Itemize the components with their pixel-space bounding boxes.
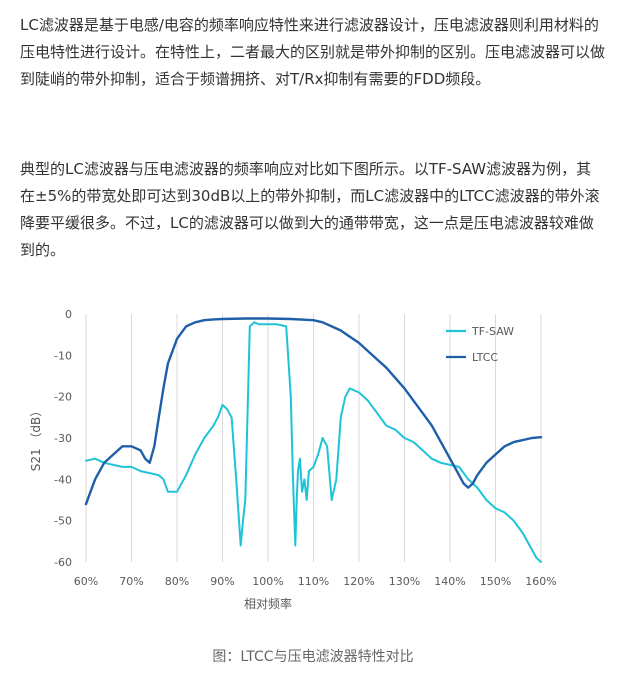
x-tick-label: 70%	[119, 575, 143, 588]
series-line-ltcc	[84, 317, 543, 506]
y-axis-title: S21 （dB）	[29, 405, 43, 472]
chart-legend: TF-SAW LTCC	[446, 325, 514, 364]
paragraph-lc-vs-piezo: LC滤波器是基于电感/电容的频率响应特性来进行滤波器设计，压电滤波器则利用材料的…	[20, 16, 606, 88]
chart-grid	[85, 314, 542, 562]
paragraph-frequency-comparison: 典型的LC滤波器与压电滤波器的频率响应对比如下图所示。以TF-SAW滤波器为例，…	[20, 160, 600, 259]
x-tick-label: 140%	[434, 575, 465, 588]
x-tick-label: 150%	[480, 575, 511, 588]
frequency-response-chart: 0 -10 -20 -30 -40 -50 -60 60% 70% 80% 90% 100% 110%…	[29, 308, 557, 611]
x-axis-ticks: 60% 70% 80% 90% 100% 110% 120% 130% 140% 150% 160%	[74, 575, 557, 588]
y-tick-label: -60	[54, 556, 72, 569]
x-axis-title: 相对频率	[244, 596, 292, 611]
legend-label-tf-saw: TF-SAW	[471, 325, 514, 338]
x-tick-label: 120%	[343, 575, 374, 588]
x-tick-label: 60%	[74, 575, 98, 588]
y-tick-label: 0	[65, 308, 72, 321]
x-tick-label: 80%	[165, 575, 189, 588]
chart-series	[84, 317, 543, 563]
x-tick-label: 130%	[389, 575, 420, 588]
series-line-tf-saw	[85, 321, 542, 563]
legend-label-ltcc: LTCC	[472, 351, 498, 364]
x-tick-label: 90%	[210, 575, 234, 588]
y-tick-label: -50	[54, 515, 72, 528]
y-axis-ticks: 0 -10 -20 -30 -40 -50 -60	[54, 308, 72, 569]
y-tick-label: -10	[54, 349, 72, 362]
x-tick-label: 110%	[298, 575, 329, 588]
y-tick-label: -20	[54, 391, 72, 404]
x-tick-label: 160%	[525, 575, 556, 588]
y-tick-label: -40	[54, 473, 72, 486]
x-tick-label: 100%	[252, 575, 283, 588]
y-tick-label: -30	[54, 432, 72, 445]
figure-caption: 图：LTCC与压电滤波器特性对比	[212, 649, 414, 665]
